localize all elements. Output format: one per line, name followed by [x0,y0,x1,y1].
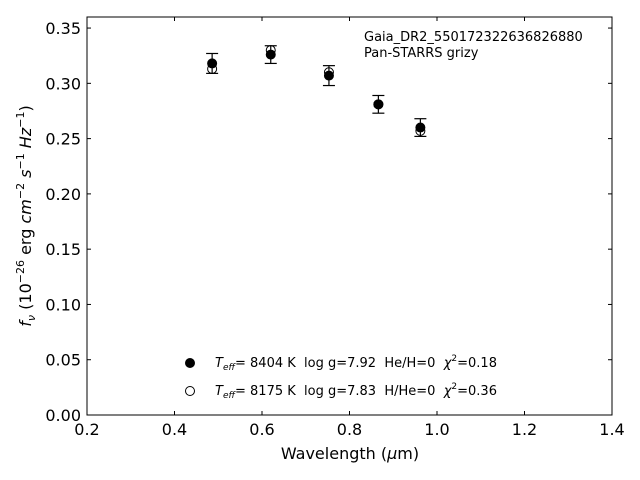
annotation-survey: Pan-STARRS grizy [364,46,479,61]
y-tick-label: 0.05 [45,351,81,370]
x-tick-label: 0.2 [74,420,99,439]
data-point-filled [415,122,426,133]
x-tick-label: 0.8 [337,420,362,439]
y-tick-label: 0.15 [45,240,81,259]
legend-marker-open [185,386,195,396]
data-point-filled [207,58,218,69]
y-tick-label: 0.00 [45,406,81,425]
x-tick-label: 0.4 [162,420,187,439]
plot-area [86,16,613,416]
x-axis-label: Wavelength (μm) [281,444,419,463]
y-tick-label: 0.25 [45,130,81,149]
y-tick-label: 0.20 [45,185,81,204]
x-tick-label: 1.4 [599,420,624,439]
y-tick-label: 0.10 [45,295,81,314]
legend-entry-open: Teff= 8175 K log g=7.83 H/He=0 χ2=0.36 [215,382,497,401]
y-axis-ticks: 0.00 0.05 0.10 0.15 0.20 0.25 0.30 0.35 [45,19,612,425]
legend-marker-filled [185,358,195,368]
legend-entry-filled: Teff= 8404 K log g=7.92 He/H=0 χ2=0.18 [215,354,497,373]
y-axis-label: fν (10−26 erg cm−2 s−1 Hz−1) [14,105,38,326]
x-tick-label: 1.0 [424,420,449,439]
data-points [206,45,427,137]
y-tick-label: 0.35 [45,19,81,38]
data-point-filled [323,70,334,81]
x-tick-label: 1.2 [512,420,537,439]
x-tick-label: 0.6 [249,420,274,439]
legend: Teff= 8404 K log g=7.92 He/H=0 χ2=0.18 T… [185,354,497,401]
y-tick-label: 0.30 [45,74,81,93]
data-point-filled [265,49,276,60]
data-point-filled [373,99,384,110]
annotation-object-id: Gaia_DR2_550172322636826880 [364,30,583,45]
x-axis-ticks: 0.2 0.4 0.6 0.8 1.0 1.2 1.4 [74,17,625,439]
